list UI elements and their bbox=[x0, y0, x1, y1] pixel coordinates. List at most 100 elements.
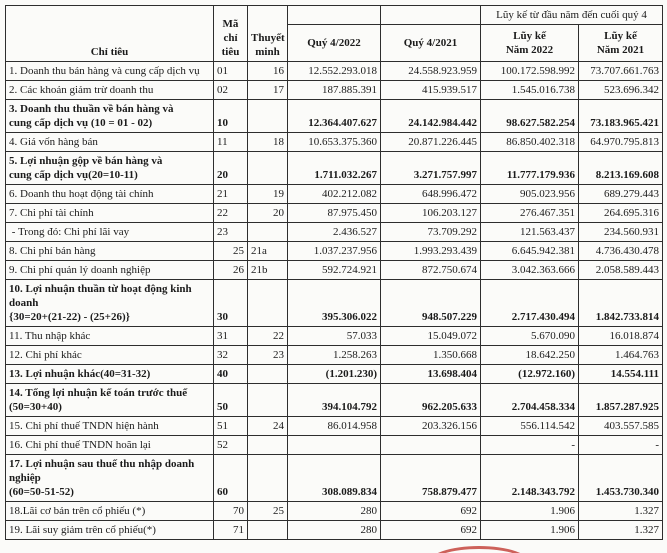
cell-q4-2021 bbox=[380, 435, 481, 455]
cell-lk-nam-2022: 905.023.956 bbox=[480, 184, 579, 204]
cell-lk-nam-2021: 4.736.430.478 bbox=[577, 241, 664, 261]
cell-thuyet-minh bbox=[247, 99, 288, 133]
cell-q4-2022: 395.306.022 bbox=[287, 279, 381, 327]
cell-q4-2021: 692 bbox=[380, 520, 481, 540]
cell-lk-nam-2021: 1.327 bbox=[577, 501, 664, 521]
cell-q4-2022: 394.104.792 bbox=[287, 383, 381, 417]
row-label: 12. Chi phí khác bbox=[5, 345, 214, 365]
cell-thuyet-minh bbox=[247, 435, 288, 455]
cell-q4-2021: 872.750.674 bbox=[380, 260, 481, 280]
cell-ma-chi-tieu: 22 bbox=[213, 203, 248, 223]
cell-thuyet-minh bbox=[247, 454, 288, 502]
header-lk-nam-2021: Lũy kế Năm 2021 bbox=[577, 24, 664, 62]
cell-thuyet-minh: 24 bbox=[247, 416, 288, 436]
row-label: 16. Chi phí thuế TNDN hoãn lại bbox=[5, 435, 214, 455]
cell-thuyet-minh: 23 bbox=[247, 345, 288, 365]
cell-ma-chi-tieu: 52 bbox=[213, 435, 248, 455]
cell-thuyet-minh: 25 bbox=[247, 501, 288, 521]
cell-q4-2021: 1.993.293.439 bbox=[380, 241, 481, 261]
row-label: 6. Doanh thu hoạt động tài chính bbox=[5, 184, 214, 204]
cell-ma-chi-tieu: 25 bbox=[213, 241, 248, 261]
row-label: 1. Doanh thu bán hàng và cung cấp dịch v… bbox=[5, 61, 214, 81]
table-row: 15. Chi phí thuế TNDN hiện hành 51 24 86… bbox=[5, 416, 664, 436]
cell-lk-nam-2021: 403.557.585 bbox=[577, 416, 664, 436]
cell-lk-nam-2022: 1.906 bbox=[480, 520, 579, 540]
cell-lk-nam-2021: 234.560.931 bbox=[577, 222, 664, 242]
header-lk-nam-2022: Lũy kế Năm 2022 bbox=[480, 24, 579, 62]
row-label: - Trong đó: Chi phí lãi vay bbox=[5, 222, 214, 242]
cell-lk-nam-2021: 523.696.342 bbox=[577, 80, 664, 100]
cell-q4-2021: 648.996.472 bbox=[380, 184, 481, 204]
header-row-top: Chỉ tiêu Mã chỉ tiêu Thuyết minh Lũy kế … bbox=[5, 5, 664, 62]
header-row-bottom: Quý 4/2022 Quý 4/2021 Lũy kế Năm 2022 Lũ… bbox=[6, 24, 664, 62]
table-row: 1. Doanh thu bán hàng và cung cấp dịch v… bbox=[5, 61, 664, 81]
cell-ma-chi-tieu: 71 bbox=[213, 520, 248, 540]
row-label: 13. Lợi nhuận khác(40=31-32) bbox=[5, 364, 214, 384]
cell-ma-chi-tieu: 11 bbox=[213, 132, 248, 152]
row-label: 10. Lợi nhuận thuần từ hoạt động kinh do… bbox=[5, 279, 214, 327]
cell-q4-2022: 2.436.527 bbox=[287, 222, 381, 242]
cell-thuyet-minh bbox=[247, 383, 288, 417]
cell-q4-2021: 948.507.229 bbox=[380, 279, 481, 327]
cell-thuyet-minh: 17 bbox=[247, 80, 288, 100]
cell-lk-nam-2022: 3.042.363.666 bbox=[480, 260, 579, 280]
cell-lk-nam-2021: - bbox=[577, 435, 664, 455]
cell-q4-2022: 57.033 bbox=[287, 326, 381, 346]
cell-q4-2022: 1.711.032.267 bbox=[287, 151, 381, 185]
cell-thuyet-minh: 20 bbox=[247, 203, 288, 223]
cell-q4-2021: 415.939.517 bbox=[380, 80, 481, 100]
cell-thuyet-minh: 21a bbox=[247, 241, 288, 261]
cell-lk-nam-2021: 8.213.169.608 bbox=[577, 151, 664, 185]
cell-lk-nam-2022: 276.467.351 bbox=[480, 203, 579, 223]
cell-lk-nam-2022: 11.777.179.936 bbox=[480, 151, 579, 185]
table-row: 14. Tổng lợi nhuận kế toán trước thuế (5… bbox=[5, 383, 664, 417]
table-header: Chỉ tiêu Mã chỉ tiêu Thuyết minh Lũy kế … bbox=[5, 5, 664, 62]
cell-ma-chi-tieu: 51 bbox=[213, 416, 248, 436]
cell-lk-nam-2022: 2.704.458.334 bbox=[480, 383, 579, 417]
row-label: 15. Chi phí thuế TNDN hiện hành bbox=[5, 416, 214, 436]
cell-q4-2022: 1.037.237.956 bbox=[287, 241, 381, 261]
cell-lk-nam-2021: 64.970.795.813 bbox=[577, 132, 664, 152]
table-row: 18.Lãi cơ bản trên cổ phiếu (*) 70 25 28… bbox=[5, 501, 664, 521]
cell-q4-2022: 10.653.375.360 bbox=[287, 132, 381, 152]
cell-lk-nam-2022: 6.645.942.381 bbox=[480, 241, 579, 261]
cell-q4-2022 bbox=[287, 435, 381, 455]
cell-ma-chi-tieu: 01 bbox=[213, 61, 248, 81]
header-ma-chi-tieu: Mã chỉ tiêu bbox=[213, 5, 248, 62]
table-row: 9. Chi phí quản lý doanh nghiệp 26 21b 5… bbox=[5, 260, 664, 280]
row-label: 14. Tổng lợi nhuận kế toán trước thuế (5… bbox=[5, 383, 214, 417]
cell-lk-nam-2022: 5.670.090 bbox=[480, 326, 579, 346]
cell-lk-nam-2022: 18.642.250 bbox=[480, 345, 579, 365]
cell-ma-chi-tieu: 31 bbox=[213, 326, 248, 346]
cell-lk-nam-2021: 73.707.661.763 bbox=[577, 61, 664, 81]
cell-q4-2021: 106.203.127 bbox=[380, 203, 481, 223]
cell-lk-nam-2022: 98.627.582.254 bbox=[480, 99, 579, 133]
cell-thuyet-minh: 19 bbox=[247, 184, 288, 204]
cell-q4-2022: (1.201.230) bbox=[287, 364, 381, 384]
cell-q4-2021: 1.350.668 bbox=[380, 345, 481, 365]
header-thuyet-minh: Thuyết minh bbox=[247, 5, 288, 62]
row-label: 11. Thu nhập khác bbox=[5, 326, 214, 346]
cell-q4-2022: 187.885.391 bbox=[287, 80, 381, 100]
header-spacer-q4-2022 bbox=[287, 5, 381, 25]
cell-thuyet-minh: 18 bbox=[247, 132, 288, 152]
cell-lk-nam-2021: 73.183.965.421 bbox=[577, 99, 664, 133]
cell-thuyet-minh bbox=[247, 364, 288, 384]
table-row: - Trong đó: Chi phí lãi vay 23 2.436.527… bbox=[5, 222, 664, 242]
cell-lk-nam-2022: 2.717.430.494 bbox=[480, 279, 579, 327]
row-label: 18.Lãi cơ bản trên cổ phiếu (*) bbox=[5, 501, 214, 521]
cell-lk-nam-2022: - bbox=[480, 435, 579, 455]
cell-lk-nam-2022: 86.850.402.318 bbox=[480, 132, 579, 152]
row-label: 9. Chi phí quản lý doanh nghiệp bbox=[5, 260, 214, 280]
table-row: 12. Chi phí khác 32 23 1.258.263 1.350.6… bbox=[5, 345, 664, 365]
cell-lk-nam-2022: 1.545.016.738 bbox=[480, 80, 579, 100]
cell-q4-2021: 15.049.072 bbox=[380, 326, 481, 346]
table-row: 13. Lợi nhuận khác(40=31-32) 40 (1.201.2… bbox=[5, 364, 664, 384]
cell-q4-2022: 402.212.082 bbox=[287, 184, 381, 204]
cell-lk-nam-2022: 2.148.343.792 bbox=[480, 454, 579, 502]
table-row: 11. Thu nhập khác 31 22 57.033 15.049.07… bbox=[5, 326, 664, 346]
cell-lk-nam-2021: 1.464.763 bbox=[577, 345, 664, 365]
cell-thuyet-minh: 21b bbox=[247, 260, 288, 280]
cell-ma-chi-tieu: 21 bbox=[213, 184, 248, 204]
cell-lk-nam-2021: 689.279.443 bbox=[577, 184, 664, 204]
